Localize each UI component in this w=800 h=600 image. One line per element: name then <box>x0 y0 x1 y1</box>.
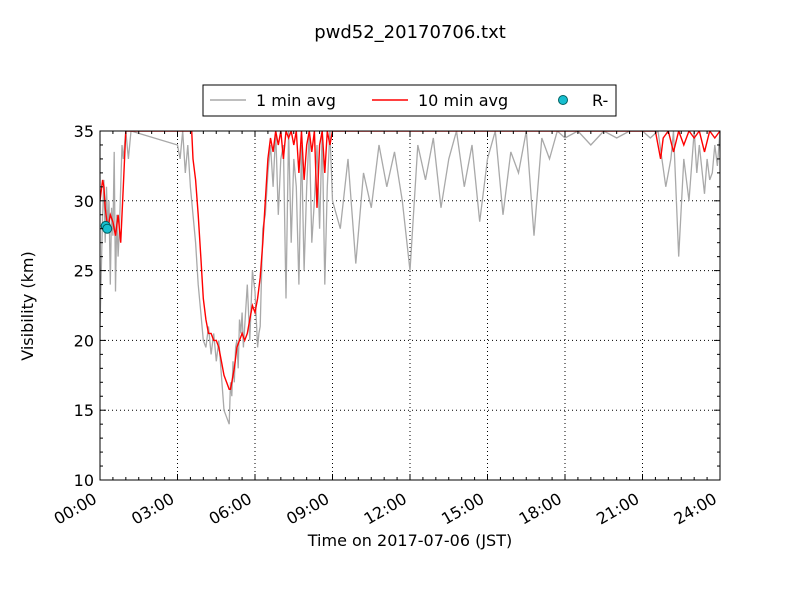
legend-label-1min: 1 min avg <box>256 91 336 110</box>
legend-label-r-minus: R- <box>592 91 608 110</box>
x-tick-label: 00:00 <box>51 489 100 529</box>
y-tick-label: 25 <box>74 262 94 281</box>
y-tick-label: 35 <box>74 122 94 141</box>
y-tick-label: 15 <box>74 401 94 420</box>
rain-marker-point <box>102 223 113 234</box>
x-tick-label: 09:00 <box>283 489 332 529</box>
y-tick-labels: 10 15 20 25 30 35 <box>74 122 94 490</box>
x-tick-label: 24:00 <box>671 489 720 529</box>
series-1min-line <box>100 131 720 425</box>
legend-box <box>202 84 617 117</box>
legend-marker-r-minus <box>558 95 568 105</box>
x-tick-labels: 00:00 03:00 06:00 09:00 12:00 15:00 18:00 21:00… <box>51 489 720 529</box>
legend-label-10min: 10 min avg <box>418 91 508 110</box>
y-tick-label: 20 <box>74 331 94 350</box>
grid <box>100 131 720 480</box>
x-tick-label: 03:00 <box>128 489 177 529</box>
y-axis-label: Visibility (km) <box>18 251 37 360</box>
x-tick-label: 21:00 <box>593 489 642 529</box>
y-tick-label: 30 <box>74 192 94 211</box>
series-layer <box>100 131 720 425</box>
x-tick-label: 15:00 <box>438 489 487 529</box>
x-tick-label: 12:00 <box>361 489 410 529</box>
x-tick-label: 06:00 <box>206 489 255 529</box>
axis-ticks <box>99 130 721 481</box>
x-axis-label: Time on 2017-07-06 (JST) <box>307 531 512 550</box>
y-tick-label: 10 <box>74 471 94 490</box>
chart-title: pwd52_20170706.txt <box>314 22 506 43</box>
series-10min-line <box>100 131 720 390</box>
legend: 1 min avg 10 min avg R- <box>202 84 617 117</box>
x-tick-label: 18:00 <box>516 489 565 529</box>
